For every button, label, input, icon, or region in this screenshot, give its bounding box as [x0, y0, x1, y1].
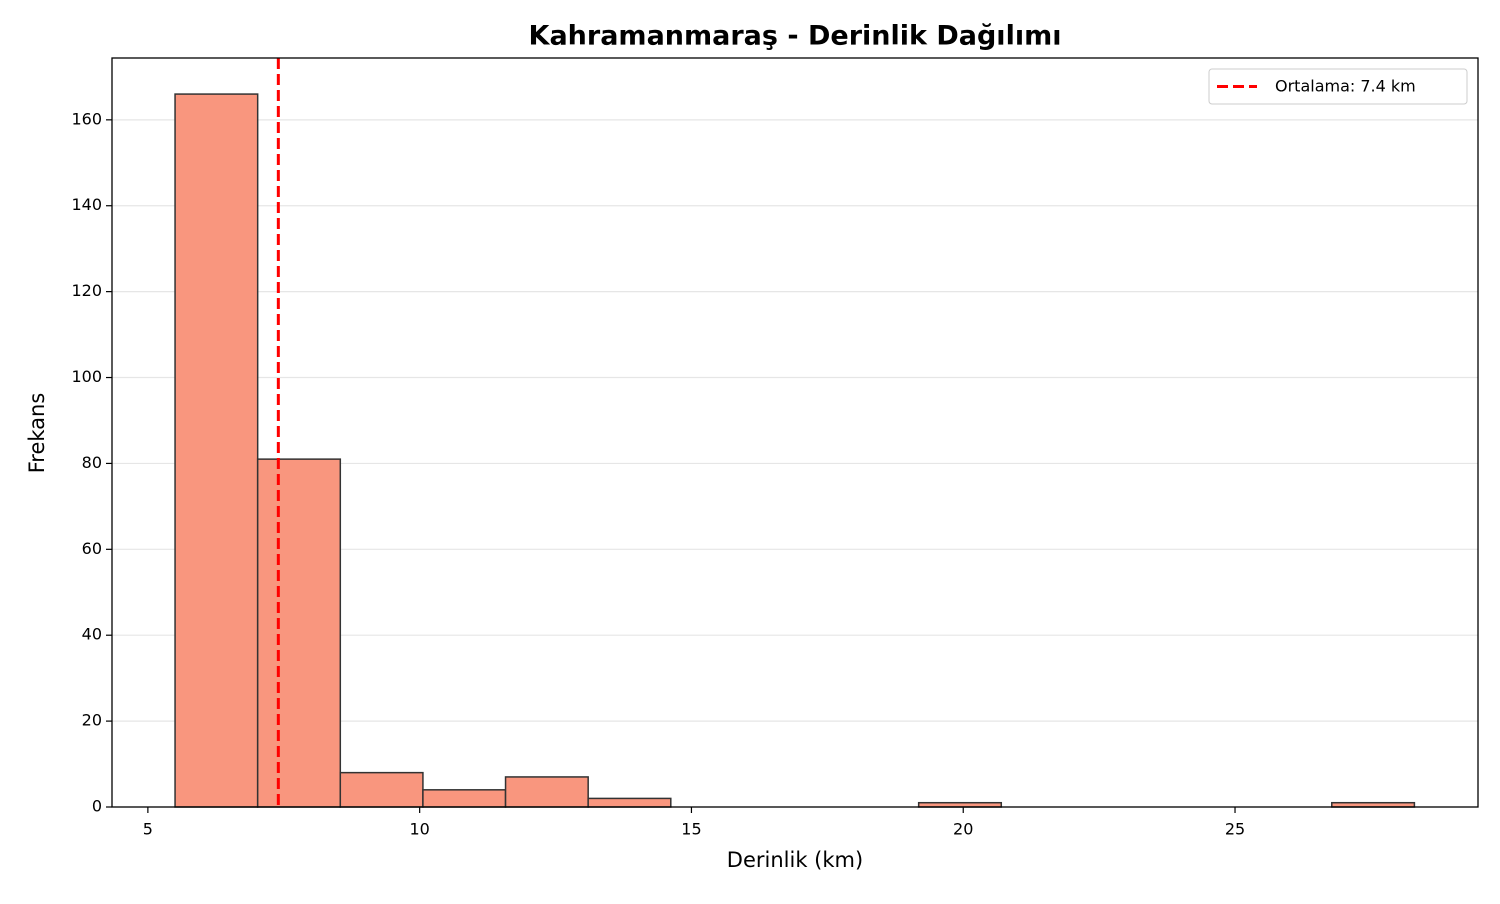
y-axis-label: Frekans — [25, 393, 49, 474]
y-tick-label: 160 — [71, 109, 102, 128]
legend-label: Ortalama: 7.4 km — [1275, 77, 1416, 96]
y-tick-label: 140 — [71, 195, 102, 214]
y-tick-label: 40 — [82, 625, 102, 644]
histogram-bar — [256, 458, 342, 808]
histogram-bar — [587, 797, 672, 808]
histogram-bar — [174, 93, 259, 808]
x-tick-label: 25 — [1225, 820, 1245, 839]
x-tick-label: 20 — [953, 820, 973, 839]
y-tick-label: 100 — [71, 367, 102, 386]
y-tick-label: 0 — [92, 797, 102, 816]
chart-title: Kahramanmaraş - Derinlik Dağılımı — [529, 21, 1062, 52]
histogram-bar — [339, 771, 424, 808]
y-tick-label: 60 — [82, 539, 102, 558]
legend-box — [1208, 68, 1468, 105]
histogram-bar — [422, 789, 507, 808]
x-tick-label: 10 — [409, 820, 429, 839]
y-tick-label: 20 — [82, 711, 102, 730]
x-axis-label: Derinlik (km) — [727, 848, 863, 872]
x-tick-label: 5 — [143, 820, 153, 839]
histogram-bar — [504, 776, 589, 808]
y-tick-label: 80 — [82, 453, 102, 472]
plot-frame — [111, 57, 1479, 808]
x-tick-label: 15 — [681, 820, 701, 839]
y-tick-label: 120 — [71, 281, 102, 300]
